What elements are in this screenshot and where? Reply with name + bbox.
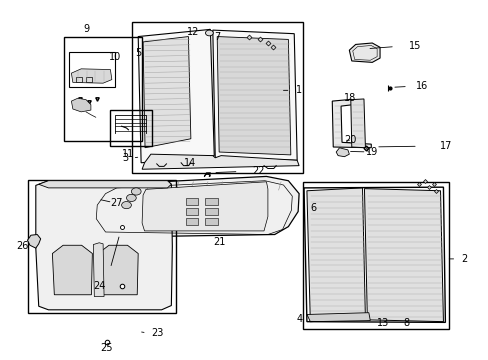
Bar — [185, 219, 198, 225]
Text: 12: 12 — [187, 27, 199, 37]
Polygon shape — [142, 182, 267, 231]
Polygon shape — [217, 37, 290, 155]
Text: 22: 22 — [251, 166, 264, 176]
Bar — [86, 77, 92, 82]
Bar — [205, 219, 217, 225]
Text: 2: 2 — [461, 254, 467, 264]
Text: 13: 13 — [376, 319, 388, 328]
Text: 18: 18 — [344, 93, 356, 103]
Bar — [64, 37, 142, 140]
Text: 26: 26 — [17, 241, 29, 251]
Text: 14: 14 — [183, 158, 196, 168]
Polygon shape — [71, 69, 112, 83]
Polygon shape — [138, 30, 214, 163]
Circle shape — [122, 202, 131, 209]
Polygon shape — [98, 245, 138, 295]
Text: 17: 17 — [439, 141, 451, 151]
Text: 23: 23 — [151, 328, 163, 338]
Polygon shape — [27, 234, 41, 248]
Polygon shape — [71, 98, 91, 112]
Text: 21: 21 — [212, 237, 225, 247]
Text: 16: 16 — [415, 81, 427, 91]
Polygon shape — [350, 99, 365, 148]
Text: 25: 25 — [101, 343, 113, 353]
Polygon shape — [306, 313, 369, 321]
Polygon shape — [142, 154, 299, 169]
Bar — [76, 77, 82, 82]
Bar — [27, 180, 176, 313]
Text: 15: 15 — [408, 41, 421, 50]
Text: 5: 5 — [135, 48, 141, 58]
Text: 24: 24 — [93, 281, 105, 291]
Polygon shape — [39, 181, 171, 188]
Circle shape — [131, 188, 141, 195]
Bar — [132, 22, 303, 173]
Bar — [69, 51, 115, 87]
Text: 20: 20 — [344, 135, 356, 145]
Text: 1: 1 — [295, 85, 301, 95]
Bar — [303, 182, 448, 329]
Text: 4: 4 — [296, 314, 303, 324]
Circle shape — [205, 30, 213, 36]
Polygon shape — [331, 99, 370, 148]
Text: 3: 3 — [122, 153, 128, 163]
Bar — [205, 208, 217, 215]
Text: 8: 8 — [402, 319, 408, 328]
Polygon shape — [306, 188, 365, 321]
Bar — [205, 198, 217, 205]
Polygon shape — [335, 148, 348, 157]
Polygon shape — [364, 189, 443, 321]
Text: 9: 9 — [83, 24, 89, 35]
Polygon shape — [52, 245, 92, 295]
Polygon shape — [87, 176, 299, 237]
Bar — [185, 198, 198, 205]
Polygon shape — [93, 243, 104, 297]
Circle shape — [126, 194, 136, 202]
Text: 11: 11 — [122, 149, 134, 159]
Text: 6: 6 — [310, 203, 316, 213]
Polygon shape — [348, 43, 379, 62]
Bar — [110, 110, 152, 146]
Text: 27: 27 — [110, 198, 123, 208]
Text: 19: 19 — [366, 147, 378, 157]
Text: 7: 7 — [213, 32, 220, 42]
Polygon shape — [36, 181, 172, 310]
Polygon shape — [212, 30, 297, 160]
Polygon shape — [143, 37, 190, 148]
Bar — [185, 208, 198, 215]
Text: 10: 10 — [109, 52, 121, 62]
